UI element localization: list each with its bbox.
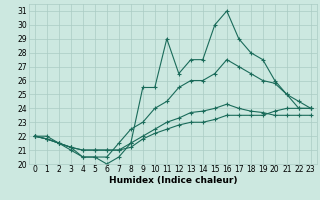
X-axis label: Humidex (Indice chaleur): Humidex (Indice chaleur) <box>108 176 237 185</box>
